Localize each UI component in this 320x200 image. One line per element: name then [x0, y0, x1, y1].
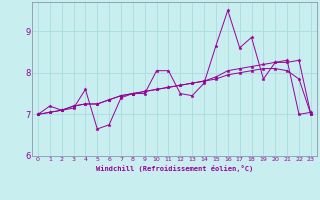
X-axis label: Windchill (Refroidissement éolien,°C): Windchill (Refroidissement éolien,°C): [96, 165, 253, 172]
